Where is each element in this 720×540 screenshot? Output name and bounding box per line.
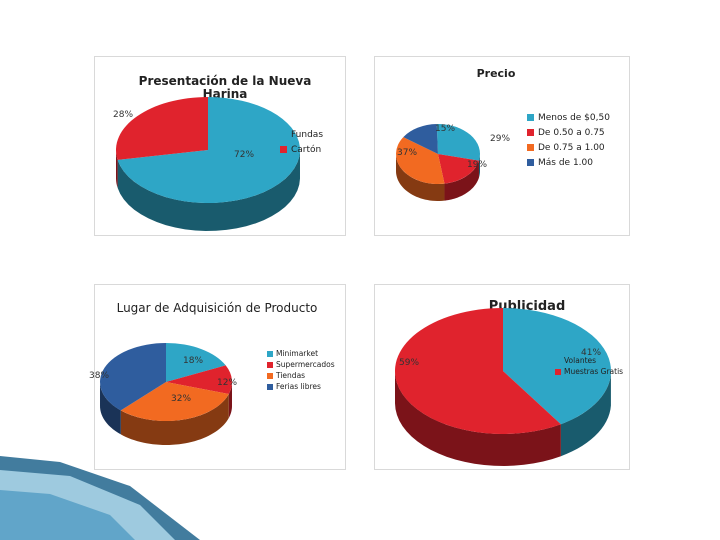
pie-label-2: 19% [467,160,487,170]
pie-slice-minimarket [166,343,226,382]
legend-item-mas-100: Más de 1.00 [527,155,610,170]
pie-side-supermercados [228,381,232,419]
pie-label-1: 18% [183,356,203,366]
pie-label-4: 15% [435,124,455,134]
legend-item-menos-050: Menos de $0,50 [527,110,610,125]
harina-pie-chart: 72% 28% [113,97,300,231]
precio-legend: Menos de $0,50 De 0.50 a 0.75 De 0.75 a … [527,110,610,170]
pie-label-3: 37% [397,148,417,158]
legend-item-075-100: De 0.75 a 1.00 [527,140,610,155]
pie-slice-cart-n [116,97,208,160]
pie-slice-de-0-50-a-0-75 [438,154,479,184]
pie-slice-supermercados [166,365,232,395]
legend-swatch [267,361,273,368]
legend-item-muestras-gratis: Muestras Gratis [555,366,623,377]
legend-item-supermercados: Supermercados [267,359,335,370]
legend-label: Cartón [291,144,322,155]
publicidad-legend: Volantes Muestras Gratis [555,355,623,377]
pie-slice-muestras-gratis [394,308,561,434]
legend-swatch [267,383,273,390]
legend-swatch [555,357,561,364]
pie-slice-menos-de-0-50 [436,124,480,161]
publicidad-pie-chart: 41% 59% [394,308,611,466]
pie-slice-volantes [503,308,611,425]
legend-label: Volantes [564,356,597,365]
lugar-pie-chart: 18% 12% 32% 38% [89,343,237,445]
legend-item-tiendas: Tiendas [267,370,335,381]
legend-label: Muestras Gratis [564,367,624,376]
pie-slice-tiendas [120,382,229,421]
pie-label-3: 32% [171,394,191,404]
legend-item-minimarket: Minimarket [267,348,335,359]
legend-swatch [527,144,534,151]
legend-label: Tiendas [276,371,306,380]
legend-label: Fundas [291,129,324,140]
swoosh-light [0,470,175,540]
pie-side-menos-de-0-50 [478,153,480,178]
harina-chart-title: Presentación de la Nueva Harina [138,74,312,101]
pie-label-2: 28% [113,110,133,120]
harina-chart-panel: Presentación de la Nueva Harina 72% 28% F… [94,56,346,236]
pie-label-2: 59% [399,358,419,368]
pie-side-de-0-75-a-1-00 [396,153,445,201]
legend-item-050-075: De 0.50 a 0.75 [527,125,610,140]
legend-swatch [280,131,287,138]
legend-label: De 0.75 a 1.00 [538,142,605,153]
pie-label-1: 72% [234,150,254,160]
pie-label-2: 12% [217,378,237,388]
harina-legend: Fundas Cartón [280,127,323,157]
lugar-chart-title: Lugar de Adquisición de Producto [116,301,318,315]
swoosh-mid [0,490,135,540]
pie-side-fundas [117,150,300,231]
pie-label-1: 41% [581,348,601,358]
pie-side-muestras-gratis [395,371,561,466]
legend-label: De 0.50 a 0.75 [538,127,605,138]
pie-slice-m-s-de-1-00 [403,124,438,154]
legend-swatch [527,159,534,166]
pie-slice-de-0-75-a-1-00 [396,137,445,184]
legend-label: Más de 1.00 [538,157,593,168]
legend-label: Supermercados [276,360,335,369]
legend-swatch [267,372,273,379]
legend-item-volantes: Volantes [555,355,623,366]
legend-item-ferias-libres: Ferias libres [267,381,335,392]
legend-item-fundas: Fundas [280,127,323,142]
legend-swatch [527,114,534,121]
precio-chart-title: Precio [476,67,516,80]
legend-swatch [555,368,561,375]
pie-side-cart-n [116,150,118,188]
pie-slice-fundas [117,97,300,203]
lugar-legend: Minimarket Supermercados Tiendas Ferias … [267,348,335,392]
publicidad-chart-panel: Publicidad 41% 59% Volantes Muestras Grat… [374,284,630,470]
pie-label-1: 29% [490,134,510,144]
lugar-chart-panel: Lugar de Adquisición de Producto 18% 12% 3… [89,284,346,470]
pie-label-4: 38% [89,371,109,381]
legend-label: Minimarket [276,349,319,358]
precio-pie-chart: 29% 19% 37% 15% [396,124,510,201]
pie-side-de-0-50-a-0-75 [444,160,479,201]
pie-slice-ferias-libres [100,343,166,411]
precio-chart-panel: Precio 29% 19% 37% 15% Menos de $0,50 De 0.… [374,56,630,236]
legend-label: Ferias libres [276,382,321,391]
pie-side-tiendas [120,394,229,445]
legend-label: Menos de $0,50 [538,112,610,123]
legend-item-carton: Cartón [280,142,323,157]
legend-swatch [527,129,534,136]
legend-swatch [267,350,273,357]
pie-side-ferias-libres [100,381,121,435]
legend-swatch [280,146,287,153]
pie-side-volantes [560,373,611,457]
